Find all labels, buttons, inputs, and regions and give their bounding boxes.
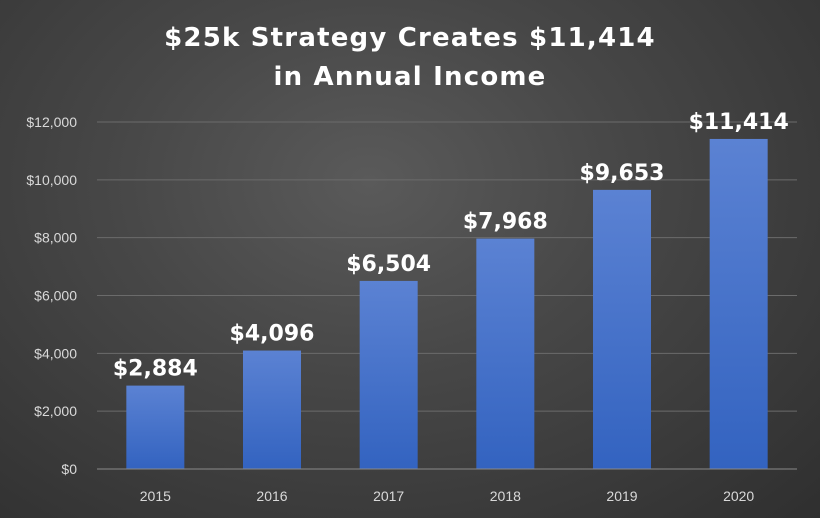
data-label-2017: $6,504 (346, 252, 431, 277)
x-tick-label: 2015 (140, 488, 171, 504)
data-label-2020: $11,414 (689, 110, 789, 135)
data-labels: $2,884 $4,096 $6,504 $7,968 $9,653 $11,414 (113, 110, 789, 382)
bar-2017 (359, 280, 418, 469)
y-tick-label: $6,000 (34, 288, 77, 304)
y-tick-label: $4,000 (34, 345, 77, 361)
data-label-2015: $2,884 (113, 357, 198, 382)
data-label-2018: $7,968 (463, 210, 548, 235)
bars (126, 138, 768, 469)
y-tick-label: $12,000 (26, 114, 77, 130)
bar-2015 (126, 385, 185, 469)
y-tick-label: $2,000 (34, 403, 77, 419)
data-label-2016: $4,096 (230, 322, 315, 347)
x-tick-label: 2017 (373, 488, 404, 504)
y-tick-label: $10,000 (26, 172, 77, 188)
chart-title-line-2: in Annual Income (273, 62, 547, 92)
x-tick-label: 2020 (723, 488, 754, 504)
x-tick-label: 2016 (256, 488, 287, 504)
bar-2020 (709, 138, 768, 469)
chart-title-line-1: $25k Strategy Creates $11,414 (164, 23, 656, 53)
x-tick-label: 2019 (606, 488, 637, 504)
bar-2016 (243, 350, 301, 469)
y-tick-label: $0 (61, 461, 77, 477)
x-axis-tick-labels: 2015 2016 2017 2018 2019 2020 (140, 488, 755, 504)
data-label-2019: $9,653 (580, 161, 665, 186)
gridlines (97, 121, 797, 412)
bar-2019 (593, 189, 651, 469)
y-axis-tick-labels: $0 $2,000 $4,000 $6,000 $8,000 $10,000 $12,000 (26, 114, 77, 477)
y-tick-label: $8,000 (34, 230, 77, 246)
x-tick-label: 2018 (490, 488, 521, 504)
bar-2018 (476, 238, 535, 469)
